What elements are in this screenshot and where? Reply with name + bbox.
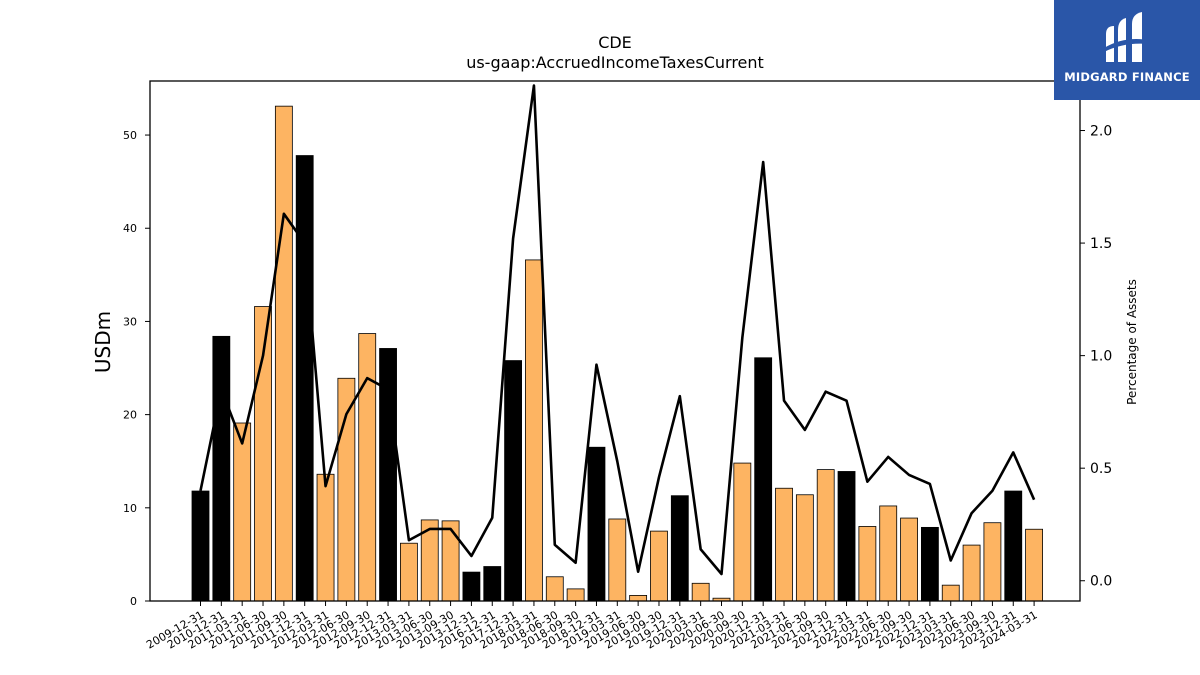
y-tick-label: 20 (123, 409, 137, 422)
chart-subtitle: us-gaap:AccruedIncomeTaxesCurrent (466, 53, 764, 72)
bar-2019-12-31 (670, 495, 689, 602)
brand-logo: MIDGARD FINANCE (1054, 0, 1200, 100)
y2-axis-label: Percentage of Assets (1125, 279, 1139, 405)
bar-2023-12-31 (1004, 490, 1023, 602)
brand-name: MIDGARD FINANCE (1064, 70, 1190, 84)
bar-2011-03-31 (233, 422, 252, 602)
y-tick-label: 40 (123, 222, 137, 235)
bar-2021-06-30 (795, 494, 814, 602)
plot-frame (149, 80, 1081, 602)
bar-2022-03-31 (858, 526, 877, 602)
bar-2018-03-31 (525, 259, 543, 602)
bar-2023-03-31 (941, 584, 960, 602)
bar-2018-09-30 (566, 588, 585, 602)
midgard-m-logo-icon (1104, 12, 1148, 62)
percentage-of-assets-line (199, 84, 1036, 576)
axes: 010203040500.00.51.01.52.02009-12-312010… (123, 124, 1112, 652)
bar-series (191, 105, 1043, 602)
bar-2021-03-31 (775, 487, 793, 602)
bar-2011-12-31 (295, 155, 314, 602)
bar-2019-09-30 (650, 530, 668, 602)
bar-2022-09-30 (900, 517, 918, 602)
bar-2013-12-31 (462, 571, 481, 602)
bar-2017-12-31 (504, 360, 523, 602)
bar-2013-03-31 (399, 542, 418, 602)
y2-tick-label: 2.0 (1090, 124, 1112, 140)
bar-2019-06-30 (629, 595, 648, 602)
bar-2020-03-31 (691, 582, 710, 602)
bar-2010-12-31 (212, 335, 231, 602)
y2-tick-label: 0.5 (1090, 461, 1112, 477)
y2-tick-label: 1.0 (1090, 349, 1112, 365)
chart-title: CDE (598, 33, 632, 52)
bar-2020-12-31 (754, 357, 773, 602)
line-series (199, 84, 1036, 576)
y-tick-label: 10 (123, 502, 137, 515)
bar-2013-09-30 (441, 520, 460, 602)
bar-2016-12-31 (483, 566, 502, 602)
bar-2018-06-30 (545, 576, 564, 602)
y2-tick-label: 0.0 (1090, 574, 1112, 590)
bar-2020-09-30 (733, 462, 752, 602)
bar-2019-03-31 (608, 518, 627, 602)
bar-2012-03-31 (316, 473, 335, 602)
y-tick-label: 50 (123, 129, 137, 142)
bar-2021-09-30 (816, 469, 835, 602)
bar-2022-12-31 (921, 526, 939, 602)
bar-2024-03-31 (1025, 528, 1043, 602)
y2-tick-label: 1.5 (1090, 236, 1112, 252)
bar-2011-09-30 (274, 105, 293, 602)
y-tick-label: 30 (123, 315, 137, 328)
y-tick-label: 0 (130, 595, 137, 608)
bar-2012-09-30 (358, 333, 377, 602)
y-axis-label: USDm (91, 311, 115, 373)
bar-2021-12-31 (837, 471, 856, 602)
bar-2022-06-30 (879, 505, 898, 602)
bar-2023-06-30 (962, 544, 981, 602)
bar-2009-12-31 (191, 490, 210, 602)
bar-2023-09-30 (983, 522, 1002, 602)
bar-2018-12-31 (587, 446, 606, 602)
